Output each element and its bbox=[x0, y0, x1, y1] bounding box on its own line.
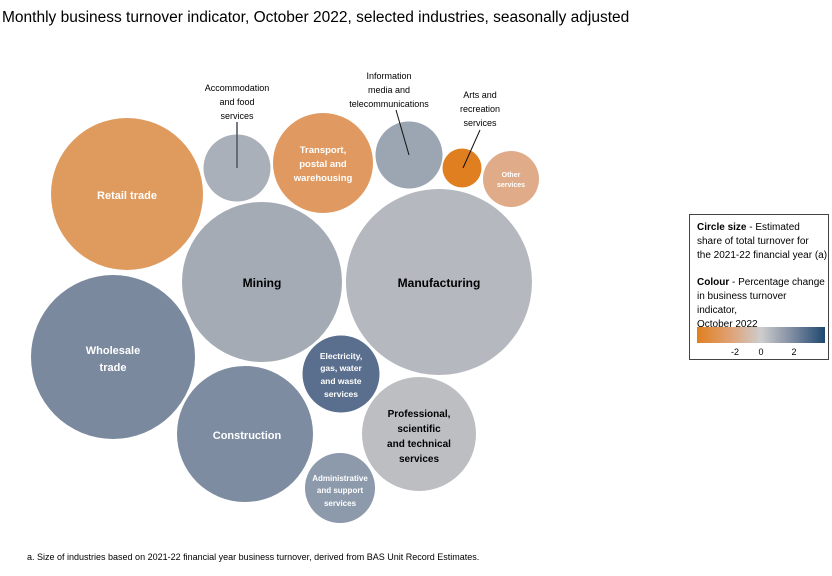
label-arts-3: services bbox=[463, 118, 497, 128]
label-admin-3: services bbox=[324, 499, 357, 508]
bubble-construction[interactable]: Construction bbox=[177, 366, 313, 502]
tick-0: 0 bbox=[758, 347, 764, 357]
legend-size-text-3: the 2021-22 financial year (a) bbox=[697, 250, 828, 261]
legend-size-text-1: - Estimated bbox=[746, 222, 800, 233]
bubble-professional[interactable]: Professional, scientific and technical s… bbox=[362, 377, 476, 491]
legend-colour-text-1: - Percentage change bbox=[729, 277, 825, 288]
bubble-manufacturing[interactable]: Manufacturing bbox=[346, 189, 532, 375]
label-manufacturing: Manufacturing bbox=[398, 276, 481, 290]
label-electricity-1: Electricity, bbox=[320, 351, 362, 361]
legend-size-line-1: Circle size - Estimated bbox=[697, 221, 828, 235]
bubble-wholesale-trade[interactable]: Wholesale trade bbox=[31, 275, 195, 439]
annotation-arts-recreation: Arts and recreation services bbox=[460, 90, 500, 169]
tick-neg2: -2 bbox=[730, 347, 740, 357]
label-professional-1: Professional, bbox=[388, 409, 451, 420]
label-professional-3: and technical bbox=[387, 439, 451, 450]
label-admin-1: Administrative bbox=[312, 474, 368, 483]
legend-colour-line-1: Colour - Percentage change bbox=[697, 276, 828, 290]
label-accommodation-3: services bbox=[220, 111, 254, 121]
label-info-3: telecommunications bbox=[349, 99, 429, 109]
label-info-1: Information bbox=[366, 71, 411, 81]
legend-colour-bold: Colour bbox=[697, 277, 730, 288]
bubble-electricity[interactable]: Electricity, gas, water and waste servic… bbox=[302, 335, 380, 413]
label-transport-2: postal and bbox=[299, 159, 347, 170]
label-accommodation-2: and food bbox=[219, 97, 254, 107]
footnote: a. Size of industries based on 2021-22 f… bbox=[27, 552, 480, 562]
bubble-administrative[interactable]: Administrative and support services bbox=[305, 453, 375, 523]
tick-2: 2 bbox=[791, 347, 797, 357]
leader-line-information bbox=[395, 109, 410, 156]
colour-gradient-bar bbox=[697, 327, 825, 343]
bubble-arts-recreation[interactable] bbox=[442, 148, 482, 188]
label-electricity-3: and waste bbox=[320, 376, 361, 386]
chart-title: Monthly business turnover indicator, Oct… bbox=[2, 9, 630, 26]
legend-colour-text-2: in business turnover indicator, bbox=[697, 291, 787, 316]
label-mining: Mining bbox=[243, 276, 282, 290]
label-construction: Construction bbox=[213, 430, 282, 442]
label-retail-trade: Retail trade bbox=[97, 190, 157, 202]
label-accommodation-1: Accommodation bbox=[205, 83, 270, 93]
label-electricity-2: gas, water bbox=[320, 363, 362, 373]
label-info-2: media and bbox=[368, 85, 410, 95]
legend-size-text-2: share of total turnover for bbox=[697, 236, 809, 247]
label-arts-2: recreation bbox=[460, 104, 500, 114]
annotation-information-media: Information media and telecommunications bbox=[349, 71, 429, 156]
label-electricity-4: services bbox=[324, 389, 358, 399]
label-transport-1: Transport, bbox=[300, 145, 346, 156]
label-wholesale-1: Wholesale bbox=[86, 345, 140, 357]
label-other-1: Other bbox=[502, 172, 521, 179]
legend-box: Circle size - Estimated share of total t… bbox=[689, 214, 829, 360]
bubble-retail-trade[interactable]: Retail trade bbox=[51, 118, 203, 270]
annotation-accommodation: Accommodation and food services bbox=[205, 83, 270, 168]
label-admin-2: and support bbox=[317, 486, 364, 495]
legend-size-bold: Circle size bbox=[697, 222, 747, 233]
bubble-other-services[interactable]: Other services bbox=[483, 151, 539, 207]
colour-scale-ticks: -2 0 2 bbox=[697, 345, 825, 357]
label-other-2: services bbox=[497, 182, 525, 189]
label-arts-1: Arts and bbox=[463, 90, 497, 100]
label-professional-4: services bbox=[399, 454, 439, 465]
legend-colour-text-3: October 2022 bbox=[697, 319, 758, 330]
leader-line-arts bbox=[462, 129, 481, 169]
label-professional-2: scientific bbox=[397, 424, 441, 435]
label-transport-3: warehousing bbox=[293, 173, 353, 184]
label-wholesale-2: trade bbox=[100, 362, 127, 374]
bubble-mining[interactable]: Mining bbox=[182, 202, 342, 362]
bubble-transport[interactable]: Transport, postal and warehousing bbox=[273, 113, 373, 213]
